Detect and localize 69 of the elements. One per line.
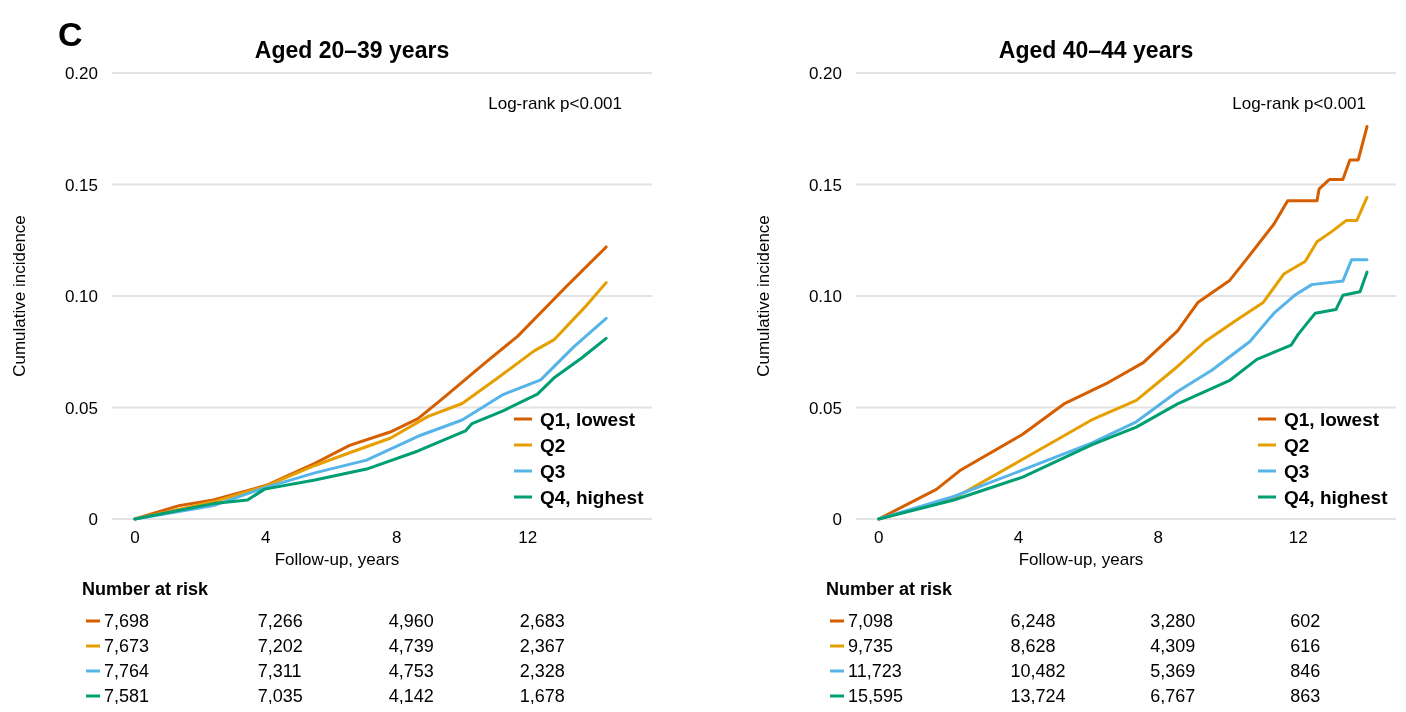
text: Number at risk [826, 579, 954, 599]
text: 7,673 [104, 636, 150, 656]
x-tick-label: 0 [873, 528, 884, 547]
text: 4,739 [388, 636, 434, 656]
legend-label: Q1, lowest [1284, 409, 1380, 430]
y-tick-label: 0.15 [64, 175, 98, 195]
text: 7,698 [104, 611, 150, 631]
text: 15,595 [848, 686, 904, 706]
text: 4,142 [388, 686, 434, 706]
text: 9,735 [848, 636, 894, 656]
text: 7,266 [257, 611, 303, 631]
text: 2,328 [519, 661, 565, 681]
chart-title: Aged 40–44 years [998, 37, 1194, 63]
x-tick-label: 8 [391, 528, 402, 547]
x-tick-label: 4 [261, 528, 271, 547]
text: C [58, 15, 83, 53]
x-tick-label: 4 [1013, 528, 1024, 547]
text: 7,581 [104, 686, 150, 706]
text: 8,628 [1010, 636, 1056, 656]
x-tick-label: 12 [1288, 528, 1308, 547]
text: 7,098 [848, 611, 894, 631]
text: 616 [1290, 636, 1321, 656]
legend-label: Q1, lowest [540, 409, 636, 430]
y-axis-title: Cumulative incidence [754, 215, 773, 377]
legend-label: Q4, highest [1284, 487, 1389, 508]
y-tick-label: 0 [832, 510, 842, 529]
y-tick-label: 0.05 [808, 398, 842, 418]
chart-title: Aged 20–39 years [254, 37, 450, 63]
text: Number at risk [82, 579, 210, 599]
x-axis-title: Follow-up, years [1018, 550, 1144, 569]
text: 863 [1290, 686, 1321, 706]
text: 4,309 [1150, 636, 1196, 656]
legend-label: Q3 [540, 461, 566, 482]
legend-label: Q3 [1284, 461, 1310, 482]
text: 7,035 [257, 686, 303, 706]
y-axis-title: Cumulative incidence [10, 215, 29, 377]
y-tick-label: 0.10 [64, 287, 98, 306]
y-tick-label: 0.10 [808, 287, 842, 306]
text: 7,311 [257, 661, 302, 681]
text: 3,280 [1150, 611, 1196, 631]
text: 4,960 [388, 611, 434, 631]
text: 2,683 [519, 611, 565, 631]
text: 6,248 [1010, 611, 1056, 631]
y-tick-label: 0.20 [808, 64, 842, 83]
x-tick-label: 8 [1153, 528, 1164, 547]
annotation: Log-rank p<0.001 [1232, 94, 1366, 113]
text: 13,724 [1010, 686, 1066, 706]
text: 1,678 [519, 686, 565, 706]
x-tick-label: 12 [518, 528, 538, 547]
text: 2,367 [519, 636, 565, 656]
annotation: Log-rank p<0.001 [488, 94, 622, 113]
text: 602 [1290, 611, 1321, 631]
legend-label: Q2 [1284, 435, 1310, 456]
y-tick-label: 0.20 [64, 64, 98, 83]
text: 6,767 [1150, 686, 1196, 706]
y-tick-label: 0 [88, 510, 98, 529]
text: 5,369 [1150, 661, 1196, 681]
y-tick-label: 0.05 [64, 398, 98, 418]
x-axis-title: Follow-up, years [274, 550, 400, 569]
x-tick-label: 0 [130, 528, 140, 547]
legend-label: Q2 [540, 435, 566, 456]
text: 4,753 [388, 661, 434, 681]
text: 846 [1290, 661, 1321, 681]
text: 10,482 [1010, 661, 1066, 681]
text: 11,723 [848, 661, 902, 681]
y-tick-label: 0.15 [808, 175, 842, 195]
text: 7,202 [257, 636, 303, 656]
legend-label: Q4, highest [540, 487, 645, 508]
text: 7,764 [104, 661, 150, 681]
